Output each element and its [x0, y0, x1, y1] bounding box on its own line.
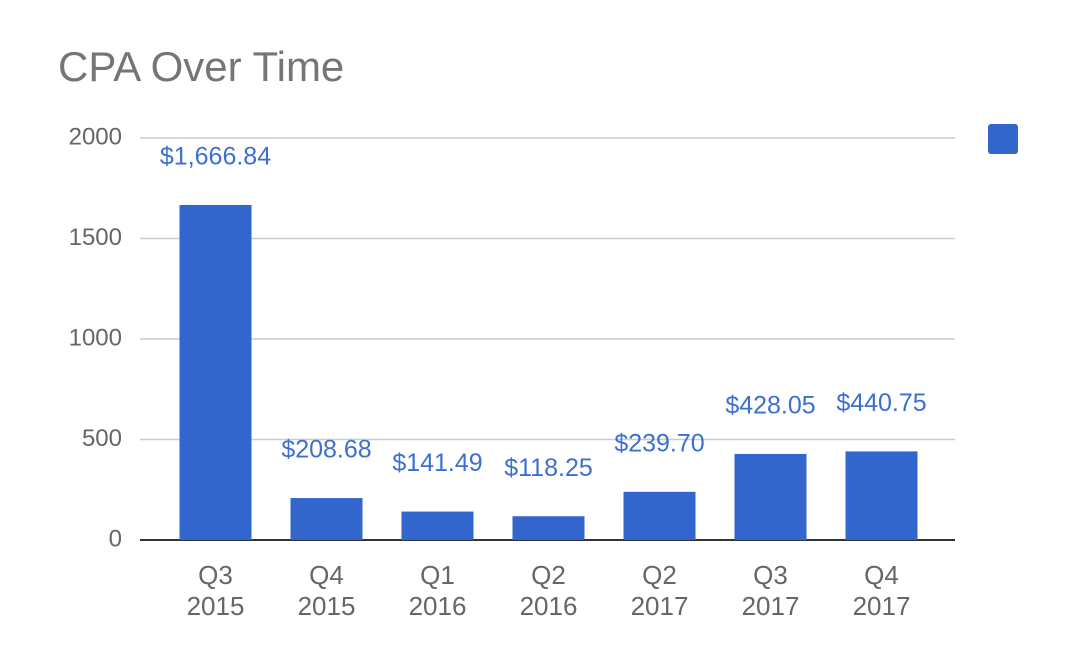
- x-tick-label: Q2 2017: [630, 560, 689, 621]
- data-label: $141.49: [392, 449, 482, 477]
- data-label: $440.75: [836, 389, 926, 417]
- x-tick-label: Q1 2016: [408, 560, 467, 621]
- chart-title: CPA Over Time: [58, 43, 344, 90]
- data-label: $239.70: [614, 429, 704, 457]
- y-tick-label: 2000: [69, 123, 122, 150]
- data-label: $1,666.84: [160, 143, 271, 171]
- bar: [623, 491, 696, 540]
- bar: [845, 451, 918, 540]
- y-tick-label: 500: [82, 425, 122, 452]
- y-tick-label: 1000: [69, 324, 122, 351]
- bar: [401, 511, 474, 540]
- x-tick-label: Q4 2017: [852, 560, 911, 621]
- bar: [290, 498, 363, 540]
- x-tick-label: Q3 2015: [186, 560, 245, 621]
- bar: [179, 204, 252, 541]
- data-label: $428.05: [725, 392, 815, 420]
- bar: [734, 453, 807, 540]
- x-tick-label: Q3 2017: [741, 560, 800, 621]
- x-tick-label: Q2 2016: [519, 560, 578, 621]
- data-label: $208.68: [281, 436, 371, 464]
- legend-swatch: [988, 124, 1018, 154]
- data-label: $118.25: [504, 454, 593, 482]
- y-tick-label: 1500: [69, 224, 122, 251]
- x-tick-label: Q4 2015: [297, 560, 356, 621]
- bar: [512, 516, 585, 540]
- y-tick-label: 0: [109, 525, 122, 552]
